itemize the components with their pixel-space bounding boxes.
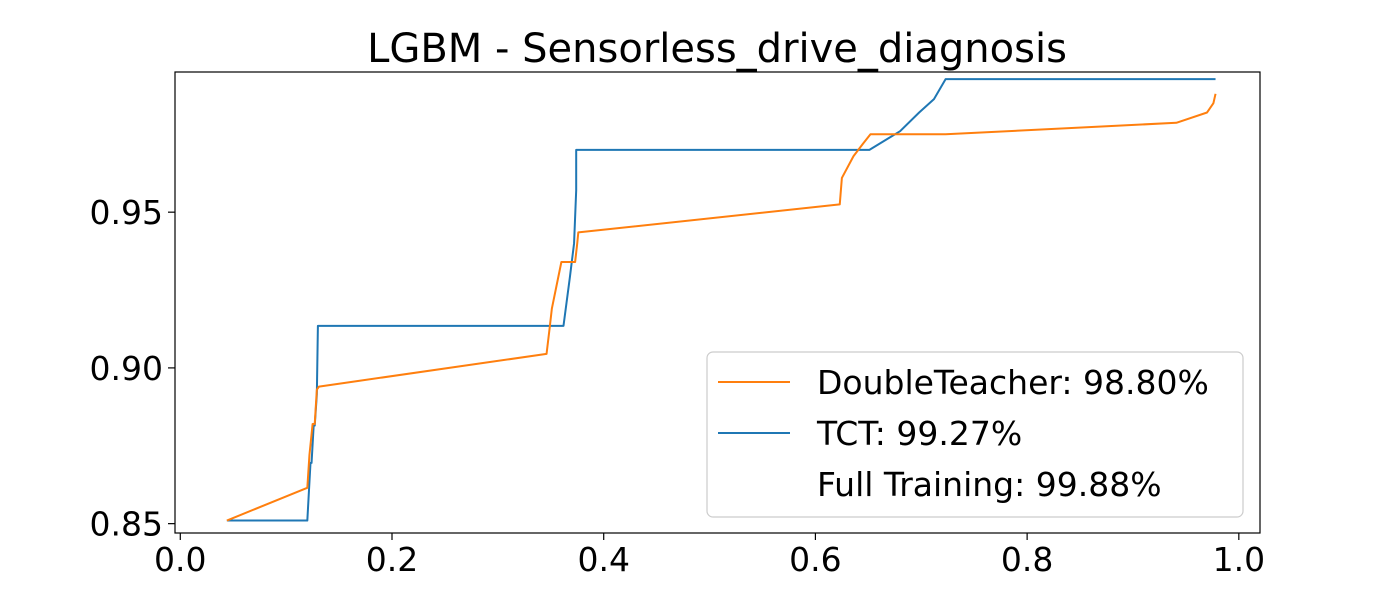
legend-label: DoubleTeacher: 98.80% xyxy=(817,363,1209,402)
y-tick-label: 0.95 xyxy=(90,193,163,232)
y-axis: 0.85 0.90 0.95 xyxy=(90,193,175,544)
x-tick-label: 1.0 xyxy=(1213,540,1265,579)
x-tick-label: 0.8 xyxy=(1001,540,1053,579)
y-tick-label: 0.90 xyxy=(90,349,163,388)
x-axis: 0.0 0.2 0.4 0.6 0.8 1.0 xyxy=(154,533,1265,579)
series-line-doubleteacher xyxy=(226,93,1217,522)
y-tick-label: 0.85 xyxy=(90,505,163,544)
legend-label: Full Training: 99.88% xyxy=(817,465,1162,504)
legend-box xyxy=(706,351,1244,518)
series-group xyxy=(226,78,1217,522)
x-tick-label: 0.4 xyxy=(577,540,629,579)
series-line-tct xyxy=(226,78,1216,522)
x-tick-label: 0.2 xyxy=(366,540,418,579)
x-tick-label: 0.6 xyxy=(789,540,841,579)
x-tick-label: 0.0 xyxy=(154,540,206,579)
legend-label: TCT: 99.27% xyxy=(816,414,1022,453)
legend: DoubleTeacher: 98.80% TCT: 99.27% Full Tra… xyxy=(706,351,1244,518)
chart-title: LGBM - Sensorless_drive_diagnosis xyxy=(367,26,1067,72)
